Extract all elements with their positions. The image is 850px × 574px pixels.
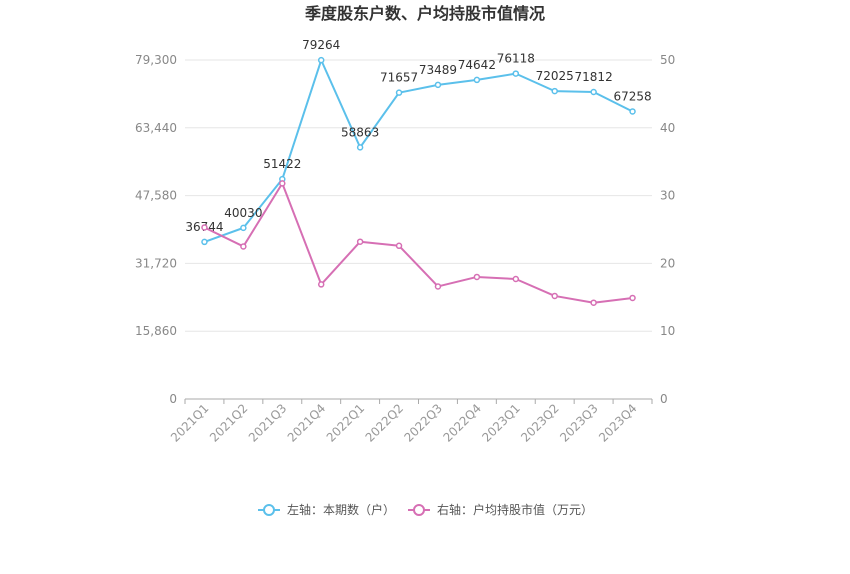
- x-tick-label: 2021Q1: [168, 401, 212, 445]
- left-tick-label: 15,860: [135, 324, 177, 338]
- right-tick-label: 40: [660, 121, 675, 135]
- x-tick-label: 2023Q4: [596, 401, 640, 445]
- data-label: 67258: [613, 89, 651, 103]
- left-tick-label: 63,440: [135, 121, 177, 135]
- right-axis: 0 10 20 30 40 50: [660, 53, 675, 406]
- right-tick-label: 20: [660, 256, 675, 270]
- series-2-point[interactable]: [512, 275, 520, 283]
- data-label: 51422: [263, 157, 301, 171]
- series-1-point[interactable]: [473, 76, 481, 84]
- series-2-point[interactable]: [434, 283, 442, 290]
- data-label: 76118: [497, 52, 535, 66]
- x-tick-label: 2021Q2: [207, 401, 251, 445]
- series-1-point[interactable]: [395, 89, 403, 96]
- left-tick-label: 47,580: [135, 189, 177, 203]
- data-label: 40030: [224, 206, 262, 220]
- left-tick-label: 31,720: [135, 256, 177, 270]
- series-2-point[interactable]: [395, 242, 403, 250]
- left-axis: 0 15,860 31,720 47,580 63,440 79,300: [135, 53, 177, 406]
- legend-marker-icon: [263, 504, 275, 516]
- grid-lines: [185, 59, 652, 400]
- legend[interactable]: 左轴：本期数（户） 右轴：户均持股市值（万元）: [258, 502, 593, 517]
- series-2-point[interactable]: [279, 180, 286, 187]
- x-tick-label: 2022Q2: [363, 401, 407, 445]
- left-tick-label: 0: [169, 392, 177, 406]
- x-tick-label: 2021Q3: [246, 401, 290, 445]
- x-tick-label: 2021Q4: [285, 401, 329, 445]
- series-2-point[interactable]: [317, 281, 325, 288]
- series-1-point[interactable]: [356, 144, 364, 151]
- series-1-point[interactable]: [590, 88, 597, 96]
- chart-title: 季度股东户数、户均持股市值情况: [304, 4, 545, 23]
- x-tick-label: 2023Q1: [479, 401, 523, 445]
- legend-label: 右轴：户均持股市值（万元）: [437, 502, 593, 517]
- data-label: 73489: [419, 63, 457, 77]
- data-label: 58863: [341, 125, 379, 139]
- series-line-1: [204, 59, 633, 243]
- series-2-point[interactable]: [629, 294, 636, 302]
- data-label: 72025: [536, 69, 574, 83]
- series-2-point[interactable]: [201, 224, 208, 231]
- series-1-point[interactable]: [629, 108, 636, 115]
- right-tick-label: 10: [660, 324, 675, 338]
- left-tick-label: 79,300: [135, 53, 177, 67]
- series-1-point[interactable]: [201, 238, 208, 246]
- series-line-2: [204, 182, 633, 304]
- series-layer: 3674440030514227926458863716577348974642…: [185, 38, 652, 306]
- right-tick-label: 0: [660, 392, 668, 406]
- right-tick-label: 50: [660, 53, 675, 67]
- right-tick-label: 30: [660, 189, 675, 203]
- series-1-point[interactable]: [512, 70, 520, 77]
- series-2-point[interactable]: [240, 243, 247, 250]
- series-1-point[interactable]: [240, 224, 247, 232]
- series-2-point[interactable]: [551, 292, 558, 300]
- legend-item-2[interactable]: 右轴：户均持股市值（万元）: [408, 502, 593, 517]
- data-label: 79264: [302, 38, 340, 52]
- series-2-point[interactable]: [590, 299, 597, 306]
- legend-marker-icon: [413, 504, 425, 516]
- series-2-point[interactable]: [473, 273, 481, 281]
- legend-label: 左轴：本期数（户）: [287, 502, 395, 517]
- x-axis: 2021Q12021Q22021Q32021Q42022Q12022Q22022…: [168, 399, 653, 445]
- data-label: 71657: [380, 71, 418, 85]
- x-tick-label: 2022Q1: [324, 401, 368, 445]
- legend-item-1[interactable]: 左轴：本期数（户）: [258, 502, 395, 517]
- x-tick-label: 2023Q2: [518, 401, 562, 445]
- data-label: 71812: [575, 70, 613, 84]
- series-1-point[interactable]: [551, 87, 558, 95]
- series-2-point[interactable]: [356, 238, 364, 245]
- x-tick-label: 2022Q4: [440, 401, 484, 445]
- x-tick-label: 2022Q3: [402, 401, 446, 445]
- data-label: 74642: [458, 58, 496, 72]
- series-1-point[interactable]: [434, 81, 442, 89]
- series-1-point[interactable]: [317, 56, 325, 64]
- x-tick-label: 2023Q3: [557, 401, 601, 445]
